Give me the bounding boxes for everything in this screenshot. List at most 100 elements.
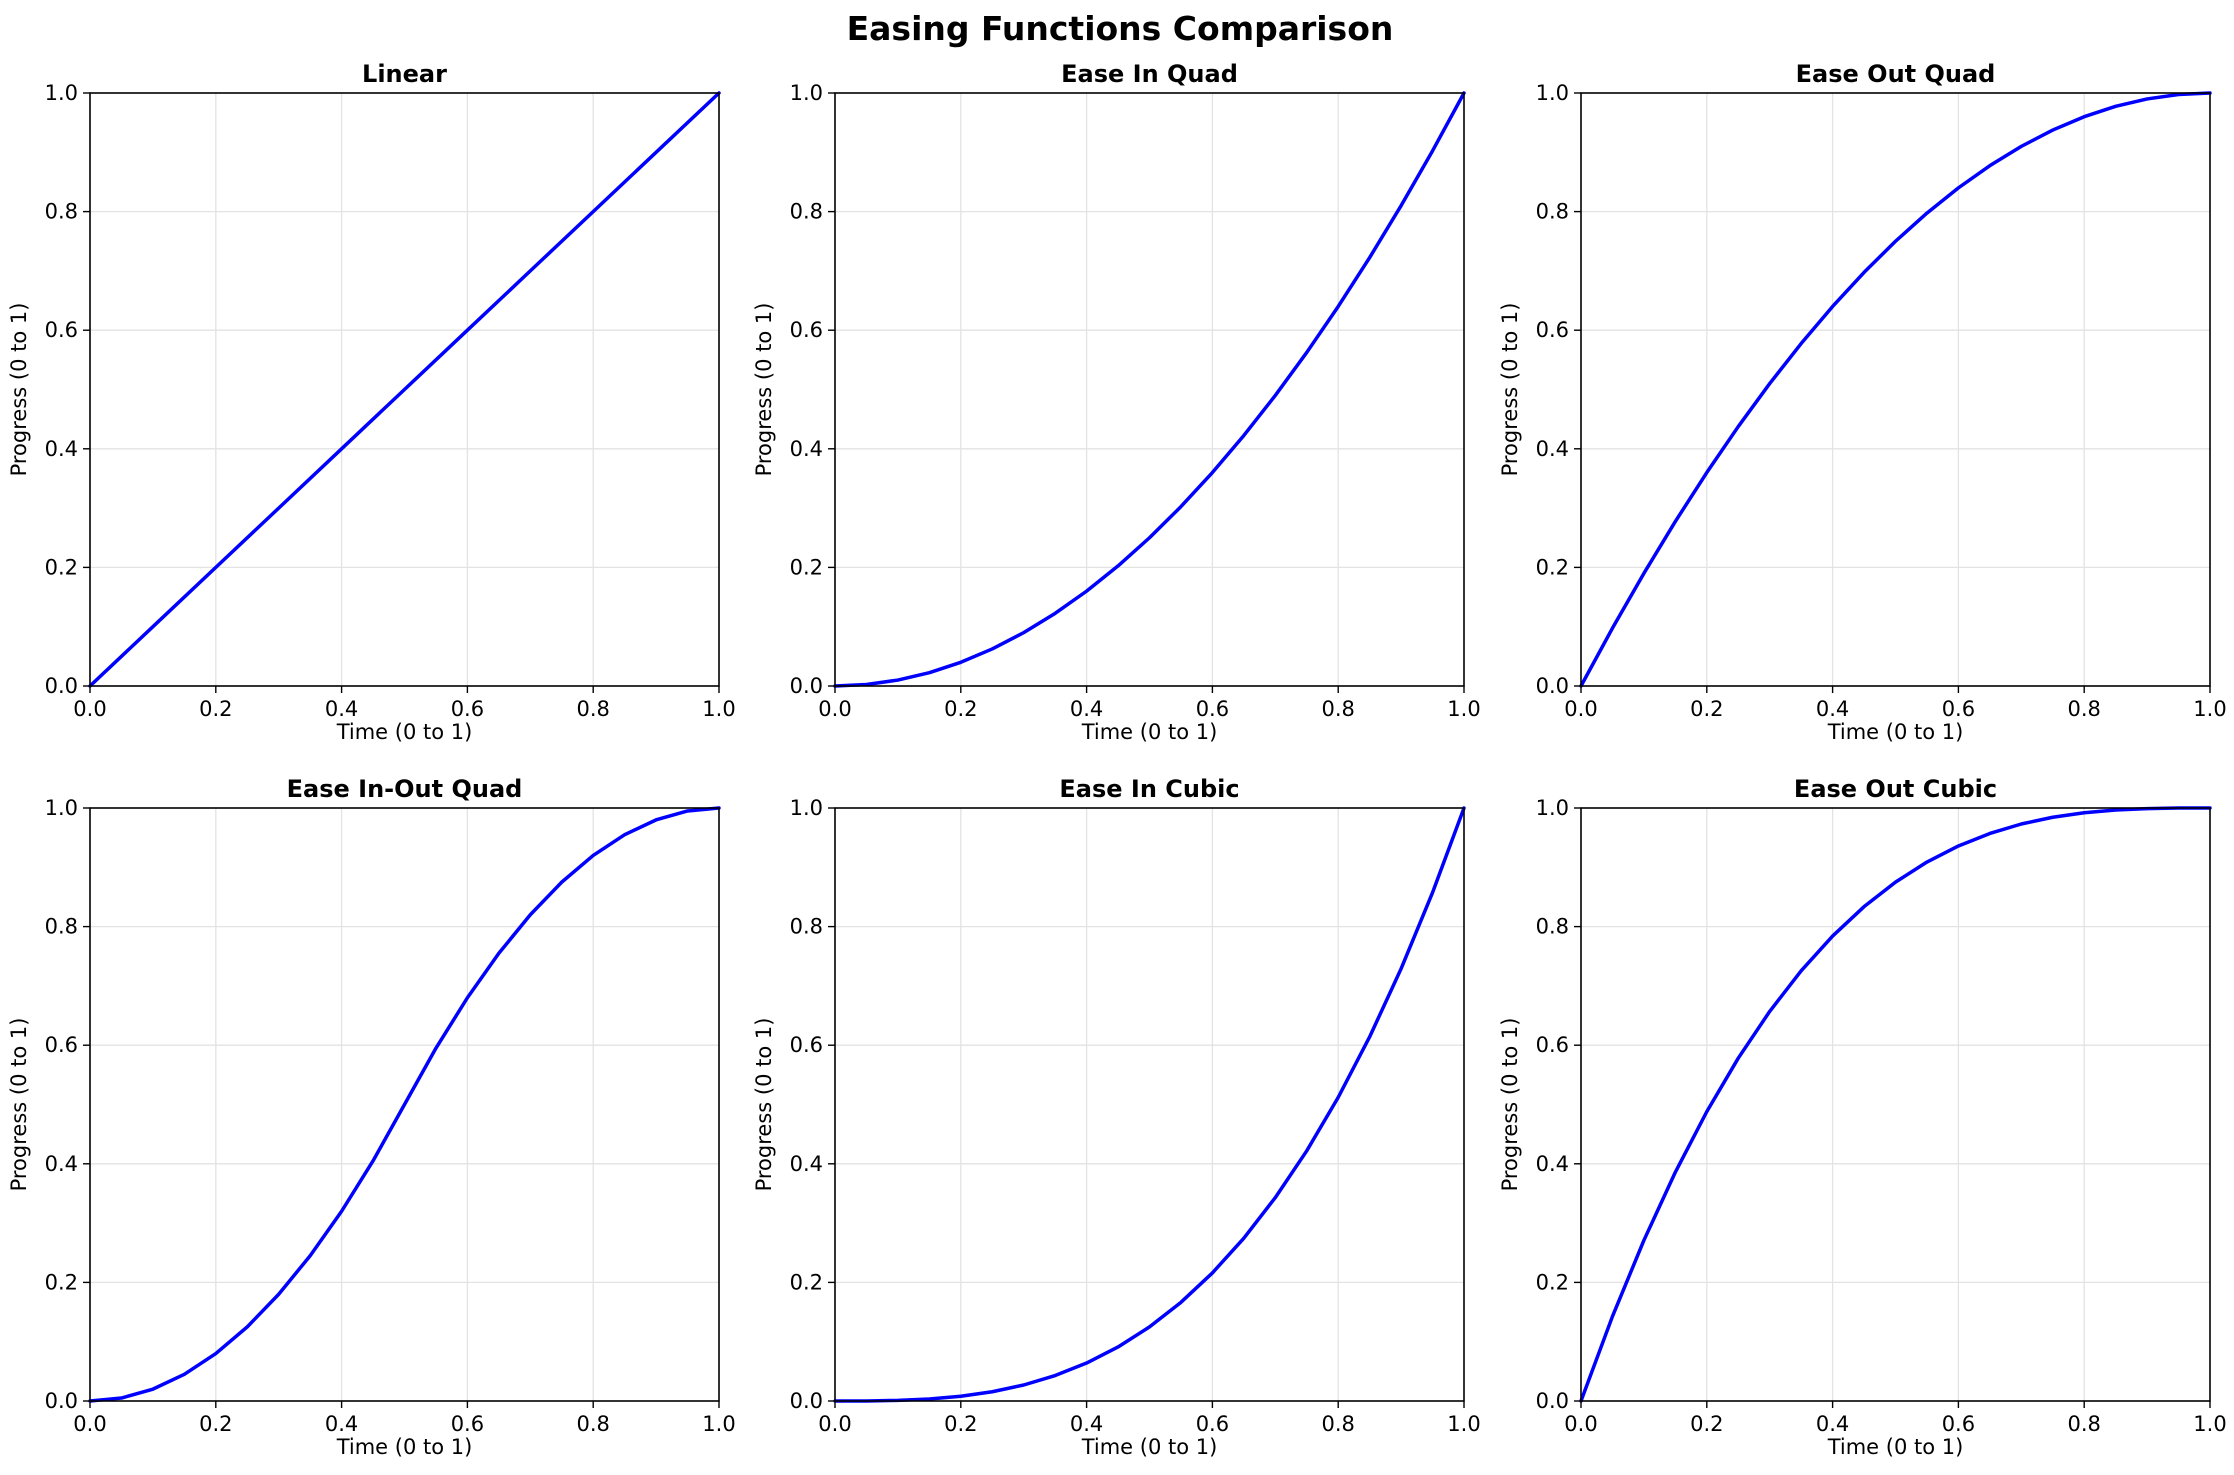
y-tick-label: 0.6 <box>45 318 78 342</box>
y-tick-label: 0.6 <box>1536 1033 1569 1057</box>
x-tick-label: 0.6 <box>1942 1412 1975 1436</box>
y-axis-label: Progress (0 to 1) <box>7 303 31 477</box>
subplot-title: Ease In-Out Quad <box>287 775 523 803</box>
y-tick-label: 0.4 <box>790 1152 823 1176</box>
series-line <box>1579 91 2212 688</box>
y-tick-label: 1.0 <box>790 796 823 820</box>
x-tick-label: 0.8 <box>576 697 609 721</box>
x-tick-label: 0.4 <box>325 697 358 721</box>
y-tick-label: 1.0 <box>790 81 823 105</box>
subplot-title: Ease In Quad <box>1061 60 1238 88</box>
y-axis-label: Progress (0 to 1) <box>752 303 776 477</box>
y-tick-label: 0.2 <box>45 1270 78 1294</box>
x-tick-label: 0.6 <box>1942 697 1975 721</box>
y-tick-label: 0.4 <box>45 437 78 461</box>
y-tick-label: 0.6 <box>45 1033 78 1057</box>
subplot: Ease In Cubic 0.0 0.2 0.4 0.6 0.8 1.0 0.0 0.2 0.4… <box>752 775 1481 1459</box>
subplot: Ease Out Cubic 0.0 0.2 0.4 0.6 0.8 1.0 0.0 0.2 0.… <box>1498 775 2227 1459</box>
axes-frame <box>1580 807 2211 1402</box>
y-tick-label: 0.2 <box>45 555 78 579</box>
x-axis-label: Time (0 to 1) <box>1081 1435 1218 1459</box>
x-tick-label: 0.8 <box>576 1412 609 1436</box>
x-tick-label: 0.2 <box>199 697 232 721</box>
x-tick-label: 0.4 <box>1070 697 1103 721</box>
subplot: Ease In-Out Quad 0.0 0.2 0.4 0.6 0.8 1.0 0.0 0.2… <box>7 775 736 1459</box>
x-tick-label: 0.0 <box>818 1412 851 1436</box>
y-tick-label: 0.4 <box>1536 1152 1569 1176</box>
series-line <box>1579 806 2212 1403</box>
x-tick-label: 0.6 <box>451 697 484 721</box>
x-tick-label: 0.8 <box>2067 697 2100 721</box>
series-line <box>833 91 1466 688</box>
axes-frame <box>834 92 1465 687</box>
y-axis-label: Progress (0 to 1) <box>7 1018 31 1192</box>
x-tick-label: 0.0 <box>818 697 851 721</box>
x-tick-label: 0.4 <box>1816 1412 1849 1436</box>
subplot: Ease In Quad 0.0 0.2 0.4 0.6 0.8 1.0 0.0 0.2 0.4 0… <box>752 60 1481 744</box>
y-tick-label: 0.6 <box>1536 318 1569 342</box>
y-tick-label: 0.8 <box>45 200 78 224</box>
x-tick-label: 1.0 <box>2193 1412 2226 1436</box>
axes-frame <box>1580 92 2211 687</box>
y-tick-label: 0.8 <box>1536 200 1569 224</box>
y-tick-label: 0.2 <box>1536 555 1569 579</box>
y-tick-label: 0.0 <box>1536 1389 1569 1413</box>
x-tick-label: 0.2 <box>944 1412 977 1436</box>
axes-frame <box>89 92 720 687</box>
x-tick-label: 0.6 <box>1196 1412 1229 1436</box>
y-tick-label: 0.0 <box>1536 674 1569 698</box>
axes-frame <box>834 807 1465 1402</box>
y-tick-label: 0.8 <box>1536 915 1569 939</box>
x-tick-label: 0.0 <box>1564 1412 1597 1436</box>
x-tick-label: 0.0 <box>1564 697 1597 721</box>
subplot-title: Ease Out Cubic <box>1794 775 1997 803</box>
x-tick-label: 0.6 <box>1196 697 1229 721</box>
y-tick-label: 0.2 <box>790 555 823 579</box>
x-tick-label: 1.0 <box>702 697 735 721</box>
axes-frame <box>89 807 720 1402</box>
y-tick-label: 0.4 <box>790 437 823 461</box>
x-tick-label: 0.2 <box>1690 697 1723 721</box>
x-tick-label: 0.0 <box>73 697 106 721</box>
subplot-title: Ease Out Quad <box>1796 60 1996 88</box>
y-tick-label: 0.6 <box>790 318 823 342</box>
subplot: Ease Out Quad 0.0 0.2 0.4 0.6 0.8 1.0 0.0 0.2 0.4… <box>1498 60 2227 744</box>
y-tick-label: 1.0 <box>1536 796 1569 820</box>
y-axis-label: Progress (0 to 1) <box>752 1018 776 1192</box>
y-tick-label: 0.8 <box>45 915 78 939</box>
x-tick-label: 0.8 <box>2067 1412 2100 1436</box>
y-tick-label: 0.0 <box>45 1389 78 1413</box>
x-axis-label: Time (0 to 1) <box>336 1435 473 1459</box>
x-tick-label: 0.4 <box>325 1412 358 1436</box>
x-tick-label: 0.6 <box>451 1412 484 1436</box>
y-tick-label: 0.0 <box>790 1389 823 1413</box>
y-tick-label: 1.0 <box>45 81 78 105</box>
y-tick-label: 0.4 <box>1536 437 1569 461</box>
y-tick-label: 0.2 <box>790 1270 823 1294</box>
y-tick-label: 0.8 <box>790 200 823 224</box>
x-axis-label: Time (0 to 1) <box>1827 720 1964 744</box>
x-axis-label: Time (0 to 1) <box>1081 720 1218 744</box>
x-tick-label: 1.0 <box>702 1412 735 1436</box>
x-tick-label: 1.0 <box>2193 697 2226 721</box>
x-tick-label: 1.0 <box>1447 1412 1480 1436</box>
x-tick-label: 0.2 <box>199 1412 232 1436</box>
x-axis-label: Time (0 to 1) <box>336 720 473 744</box>
x-tick-label: 0.2 <box>944 697 977 721</box>
series-line <box>88 806 721 1403</box>
y-tick-label: 0.2 <box>1536 1270 1569 1294</box>
subplot: Linear 0.0 0.2 0.4 0.6 0.8 1.0 0.0 0.2 0.4 0.6 0.8 1… <box>7 60 736 744</box>
x-tick-label: 0.8 <box>1321 1412 1354 1436</box>
y-tick-label: 0.0 <box>45 674 78 698</box>
x-tick-label: 0.2 <box>1690 1412 1723 1436</box>
y-tick-label: 0.6 <box>790 1033 823 1057</box>
y-tick-label: 0.8 <box>790 915 823 939</box>
y-axis-label: Progress (0 to 1) <box>1498 303 1522 477</box>
x-tick-label: 0.4 <box>1070 1412 1103 1436</box>
subplot-title: Ease In Cubic <box>1059 775 1239 803</box>
y-tick-label: 1.0 <box>1536 81 1569 105</box>
figure-title: Easing Functions Comparison <box>847 9 1394 48</box>
y-axis-label: Progress (0 to 1) <box>1498 1018 1522 1192</box>
